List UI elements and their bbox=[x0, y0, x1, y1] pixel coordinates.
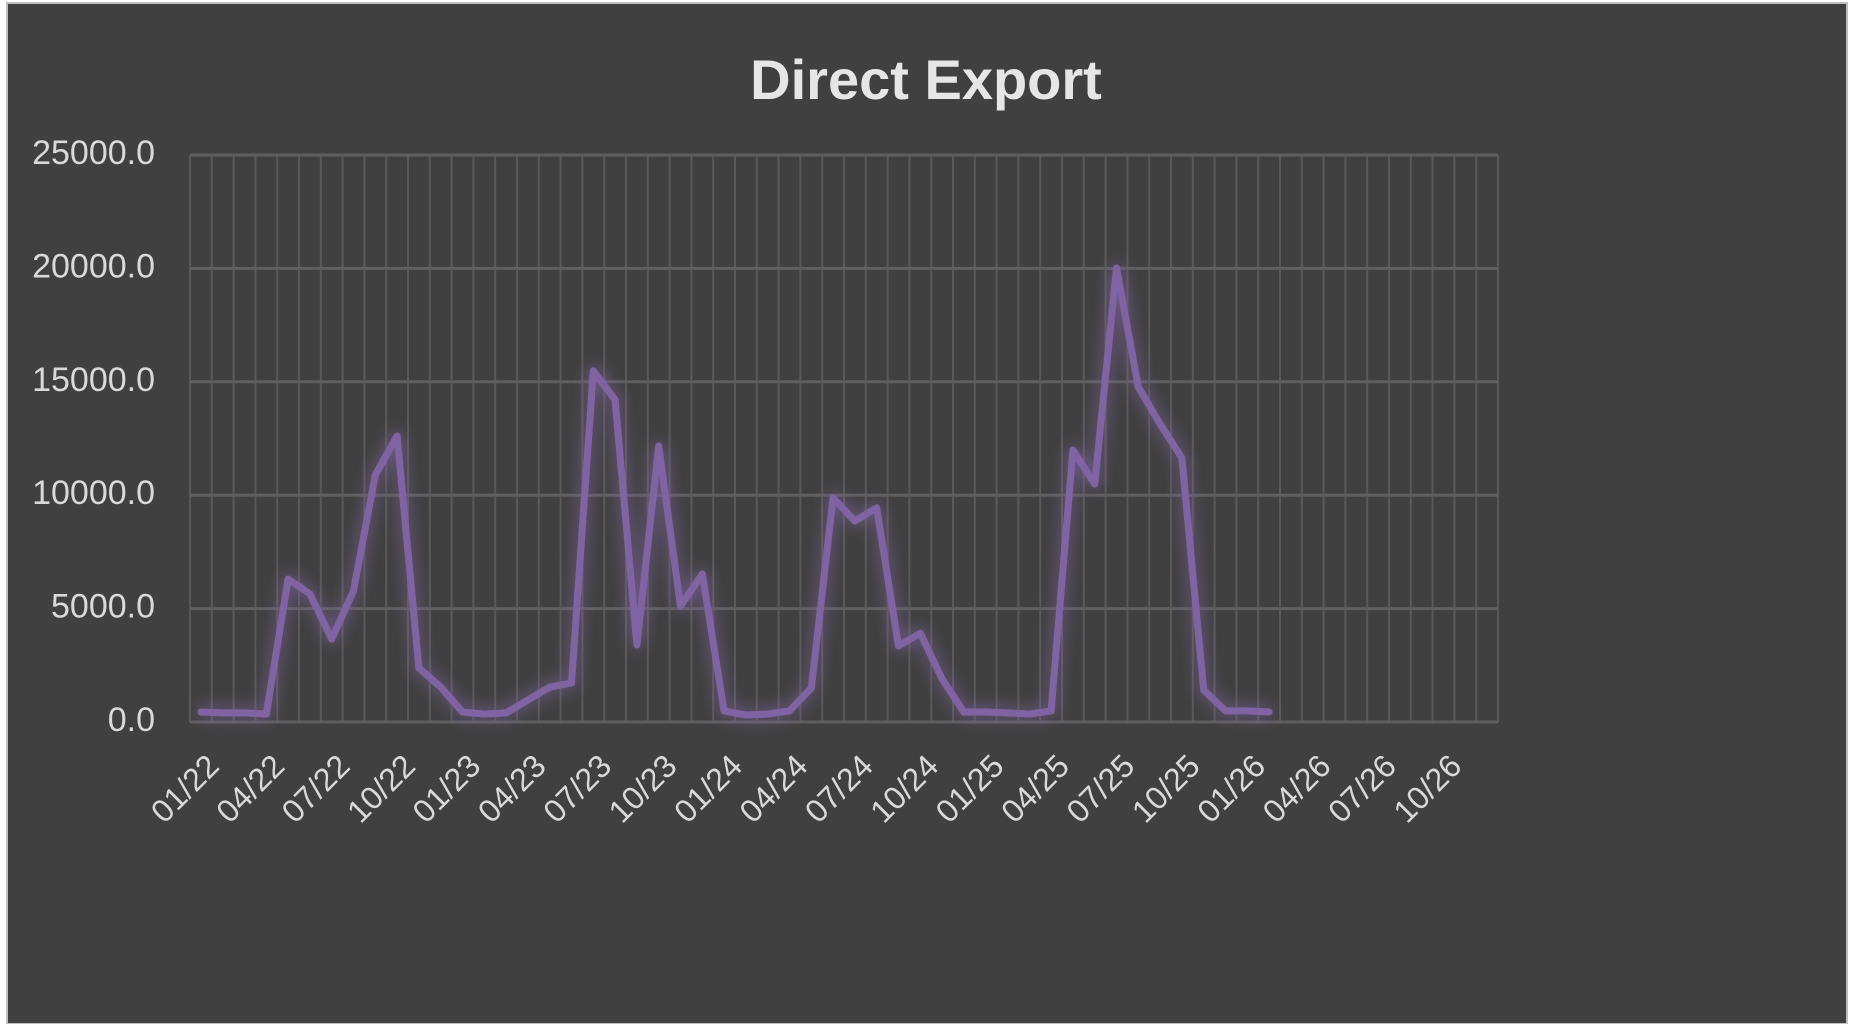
y-tick-label: 0.0 bbox=[108, 701, 155, 739]
chart-background bbox=[6, 2, 1848, 1024]
y-tick-label: 25000.0 bbox=[32, 134, 155, 172]
y-tick-label: 10000.0 bbox=[32, 474, 155, 512]
y-tick-label: 5000.0 bbox=[51, 588, 155, 626]
chart-title: Direct Export bbox=[750, 48, 1102, 111]
y-tick-label: 15000.0 bbox=[32, 361, 155, 399]
data-line bbox=[197, 264, 1273, 719]
y-tick-label: 20000.0 bbox=[32, 247, 155, 285]
